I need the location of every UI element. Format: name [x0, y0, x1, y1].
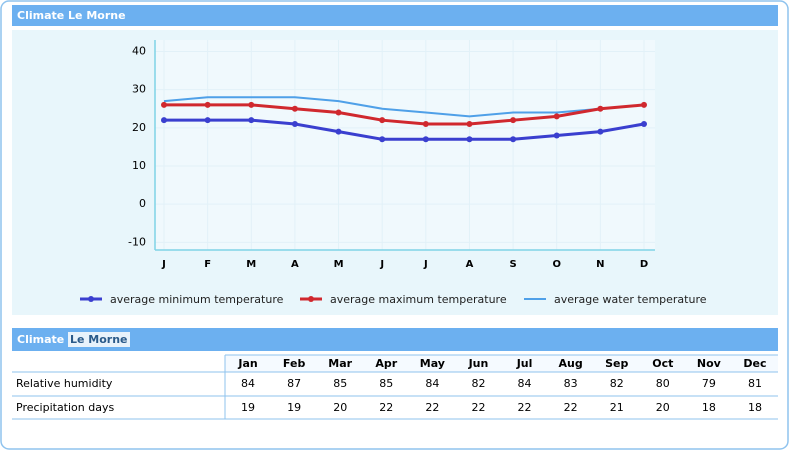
cell: 18	[748, 401, 762, 414]
data-point	[335, 128, 342, 135]
cell: 22	[564, 401, 578, 414]
data-point	[597, 128, 604, 135]
data-point	[641, 121, 647, 127]
data-point	[510, 117, 517, 124]
data-point	[161, 101, 167, 108]
cell: 84	[241, 377, 255, 390]
data-point	[204, 117, 211, 124]
x-tick-label: O	[552, 259, 561, 270]
series-line	[164, 103, 645, 126]
cell: 19	[287, 401, 301, 414]
data-point	[291, 121, 298, 127]
column-header: Aug	[559, 357, 583, 370]
x-tick-label: N	[596, 259, 604, 270]
x-tick-label: S	[509, 259, 516, 270]
data-point	[379, 136, 386, 143]
y-tick-label: 0	[139, 197, 146, 210]
cell: 87	[287, 377, 301, 390]
row-label: Relative humidity	[16, 377, 113, 390]
y-tick-label: -10	[128, 235, 146, 248]
column-header: Jun	[468, 357, 489, 370]
cell: 84	[425, 377, 439, 390]
y-tick-label: 40	[132, 44, 146, 57]
cell: 84	[518, 377, 532, 390]
y-tick-label: 20	[132, 121, 146, 134]
series-line	[163, 96, 645, 118]
cell: 83	[564, 377, 578, 390]
row-label: Precipitation days	[16, 401, 114, 414]
cell: 21	[610, 401, 624, 414]
plot-area	[155, 40, 655, 250]
cell: 22	[471, 401, 485, 414]
y-tick-label: 10	[132, 159, 146, 172]
x-tick-label: D	[640, 259, 648, 270]
cell: 79	[702, 377, 716, 390]
data-point	[466, 136, 473, 143]
data-point	[204, 101, 211, 108]
cell: 81	[748, 377, 762, 390]
cell: 20	[333, 401, 347, 414]
data-point	[553, 132, 560, 139]
header-bar	[12, 328, 778, 351]
x-tick-label: J	[423, 259, 428, 270]
highlight	[68, 332, 130, 347]
cell: 22	[518, 401, 532, 414]
legend-label: average maximum temperature	[330, 293, 507, 306]
data-point	[248, 101, 255, 108]
x-tick-label: F	[204, 259, 211, 270]
data-point	[248, 117, 255, 124]
cell: 80	[656, 377, 670, 390]
legend-label: average water temperature	[554, 293, 707, 306]
cell: 22	[379, 401, 393, 414]
data-point	[641, 101, 647, 108]
header-title: Climate Le Morne	[17, 9, 126, 22]
data-point	[597, 105, 604, 112]
column-header: Apr	[375, 357, 397, 370]
cell: 19	[241, 401, 255, 414]
cell: 22	[425, 401, 439, 414]
column-header: May	[420, 357, 445, 370]
cell: 20	[656, 401, 670, 414]
column-header: Oct	[652, 357, 673, 370]
x-tick-label: J	[379, 259, 384, 270]
data-point	[379, 117, 386, 124]
data-point	[466, 121, 473, 127]
data-point	[422, 121, 429, 127]
cell: 82	[471, 377, 485, 390]
x-tick-label: A	[291, 259, 299, 270]
legend-marker	[88, 296, 94, 302]
legend-label: average minimum temperature	[110, 293, 284, 306]
column-header: Jul	[516, 357, 533, 370]
data-point	[510, 136, 517, 143]
table-head-bg	[225, 355, 778, 372]
data-point	[335, 109, 342, 116]
header-highlight: Le Morne	[70, 333, 128, 346]
column-header: Mar	[328, 357, 352, 370]
series-line	[164, 118, 645, 141]
column-header: Sep	[605, 357, 628, 370]
column-header: Feb	[283, 357, 306, 370]
data-point	[161, 117, 167, 124]
x-tick-label: A	[466, 259, 474, 270]
x-tick-label: J	[161, 259, 166, 270]
x-tick-label: M	[246, 259, 256, 270]
header-title: Climate	[17, 333, 64, 346]
legend-marker	[308, 296, 314, 302]
cell: 85	[333, 377, 347, 390]
column-header: Jan	[237, 357, 257, 370]
header-bar	[12, 5, 778, 26]
cell: 85	[379, 377, 393, 390]
data-point	[553, 113, 560, 120]
column-header: Nov	[697, 357, 722, 370]
data-point	[422, 136, 429, 143]
x-tick-label: M	[334, 259, 344, 270]
cell: 82	[610, 377, 624, 390]
cell: 18	[702, 401, 716, 414]
column-header: Dec	[743, 357, 766, 370]
y-tick-label: 30	[132, 83, 146, 96]
data-point	[291, 105, 298, 112]
